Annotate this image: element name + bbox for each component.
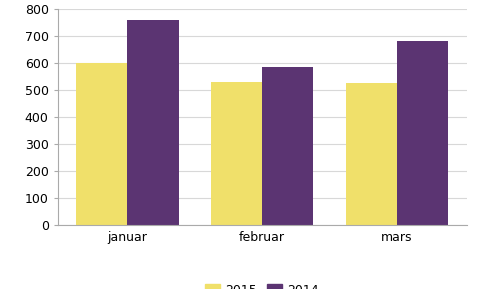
- Bar: [396, 41, 447, 225]
- Bar: [262, 67, 312, 225]
- Legend: 2015, 2014: 2015, 2014: [200, 279, 323, 289]
- Bar: [211, 82, 262, 225]
- Bar: [345, 84, 396, 225]
- Bar: [127, 19, 178, 225]
- Bar: [76, 63, 127, 225]
